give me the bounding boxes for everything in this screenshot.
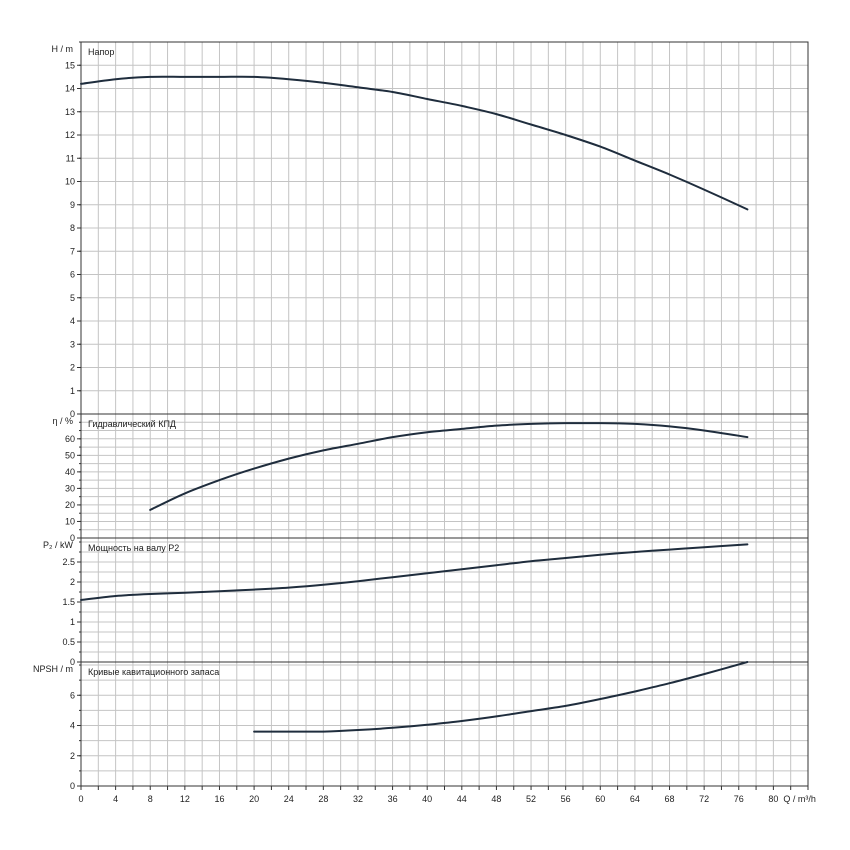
y-tick-label: 8 (70, 223, 75, 233)
y-tick-label: 5 (70, 293, 75, 303)
y-tick-label: 10 (65, 177, 75, 187)
series-line (80, 75, 749, 211)
y-tick-label: 1 (70, 386, 75, 396)
panel-title: Мощность на валу P2 (88, 543, 179, 553)
x-tick-label: 24 (284, 794, 294, 804)
x-tick-label: 40 (422, 794, 432, 804)
x-tick-label: 48 (491, 794, 501, 804)
y-tick-label: 0.5 (62, 637, 75, 647)
y-tick-label: 20 (65, 500, 75, 510)
y-tick-label: 6 (70, 690, 75, 700)
y-tick-label: 13 (65, 107, 75, 117)
x-tick-label: 80 (768, 794, 778, 804)
y-tick-label: 30 (65, 483, 75, 493)
x-tick-label: 32 (353, 794, 363, 804)
y-tick-label: 6 (70, 270, 75, 280)
y-tick-label: 2 (70, 363, 75, 373)
x-tick-label: 44 (457, 794, 467, 804)
y-axis-label: NPSH / m (33, 664, 73, 674)
x-tick-label: 8 (148, 794, 153, 804)
y-tick-label: 60 (65, 434, 75, 444)
x-tick-label: 12 (180, 794, 190, 804)
x-tick-label: 60 (595, 794, 605, 804)
y-tick-label: 1.5 (62, 597, 75, 607)
y-tick-label: 4 (70, 316, 75, 326)
panel-title: Кривые кавитационного запаса (88, 667, 219, 677)
x-tick-label: 52 (526, 794, 536, 804)
x-tick-label: 56 (561, 794, 571, 804)
y-tick-label: 9 (70, 200, 75, 210)
y-tick-label: 1 (70, 617, 75, 627)
y-tick-label: 12 (65, 130, 75, 140)
x-tick-label: 20 (249, 794, 259, 804)
x-tick-label: 76 (734, 794, 744, 804)
y-axis-label: η / % (52, 416, 73, 426)
series-line (80, 543, 749, 601)
y-tick-label: 7 (70, 246, 75, 256)
y-tick-label: 11 (66, 153, 75, 163)
x-tick-label: 0 (78, 794, 83, 804)
y-tick-label: 2 (70, 751, 75, 761)
y-tick-label: 4 (70, 721, 75, 731)
x-axis-label: Q / m³/h (783, 794, 816, 804)
panel-title: Напор (88, 47, 114, 57)
y-tick-label: 0 (70, 409, 75, 419)
y-tick-label: 0 (70, 657, 75, 667)
series-line (253, 661, 749, 733)
series-line (149, 422, 749, 511)
y-axis-label: P₂ / kW (43, 540, 73, 550)
y-tick-label: 0 (70, 533, 75, 543)
x-tick-label: 72 (699, 794, 709, 804)
x-tick-label: 16 (214, 794, 224, 804)
y-tick-label: 2.5 (62, 557, 75, 567)
y-tick-label: 3 (70, 339, 75, 349)
y-tick-label: 40 (65, 467, 75, 477)
x-tick-label: 64 (630, 794, 640, 804)
x-tick-label: 68 (665, 794, 675, 804)
y-tick-label: 14 (65, 84, 75, 94)
x-tick-label: 36 (388, 794, 398, 804)
y-tick-label: 0 (70, 781, 75, 791)
y-tick-label: 2 (70, 577, 75, 587)
y-tick-label: 15 (65, 60, 75, 70)
x-tick-label: 4 (113, 794, 118, 804)
y-tick-label: 10 (65, 516, 75, 526)
y-axis-label: H / m (52, 44, 74, 54)
x-tick-label: 28 (318, 794, 328, 804)
y-tick-label: 50 (65, 450, 75, 460)
panel-title: Гидравлический КПД (88, 419, 176, 429)
